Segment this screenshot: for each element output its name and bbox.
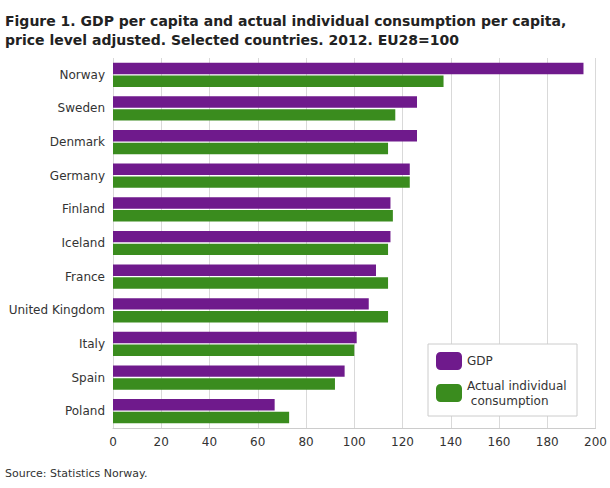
svg-text:20: 20 — [154, 435, 169, 449]
svg-text:40: 40 — [202, 435, 217, 449]
svg-text:United Kingdom: United Kingdom — [9, 303, 105, 317]
svg-text:120: 120 — [391, 435, 414, 449]
svg-text:60: 60 — [250, 435, 265, 449]
svg-text:100: 100 — [343, 435, 366, 449]
svg-text:Source: Statistics Norway.: Source: Statistics Norway. — [5, 467, 147, 480]
svg-text:Figure 1. GDP per capita and a: Figure 1. GDP per capita and actual indi… — [5, 13, 566, 29]
svg-text:200: 200 — [584, 435, 607, 449]
svg-text:Italy: Italy — [79, 337, 105, 351]
svg-text:180: 180 — [536, 435, 559, 449]
svg-text:Iceland: Iceland — [62, 236, 105, 250]
svg-text:Finland: Finland — [62, 202, 105, 216]
svg-text:Poland: Poland — [65, 404, 105, 418]
svg-text:price level adjusted. Selected: price level adjusted. Selected countries… — [5, 32, 459, 48]
svg-text:80: 80 — [298, 435, 313, 449]
svg-text:Actual individual: Actual individual — [467, 379, 567, 393]
svg-text:160: 160 — [488, 435, 511, 449]
svg-text:140: 140 — [439, 435, 462, 449]
svg-text:Sweden: Sweden — [58, 101, 105, 115]
svg-text:consumption: consumption — [467, 394, 549, 408]
svg-text:Denmark: Denmark — [50, 135, 105, 149]
svg-text:0: 0 — [109, 435, 117, 449]
svg-text:GDP: GDP — [467, 354, 493, 368]
svg-text:Norway: Norway — [59, 68, 105, 82]
svg-text:Spain: Spain — [71, 371, 105, 385]
svg-text:Germany: Germany — [50, 169, 105, 183]
svg-text:France: France — [65, 270, 105, 284]
